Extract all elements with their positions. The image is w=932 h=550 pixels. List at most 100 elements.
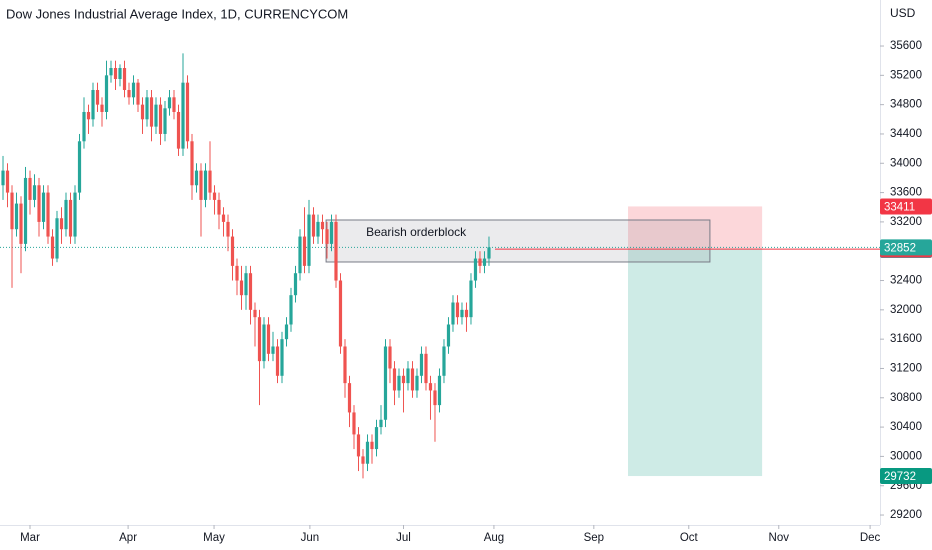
last-price-label: 32852	[884, 242, 916, 254]
x-tick-label: Oct	[680, 532, 699, 544]
candle-body	[352, 412, 356, 435]
candle-body	[118, 68, 122, 79]
y-tick-label: 30800	[890, 392, 922, 404]
y-tick-label: 34000	[890, 157, 922, 169]
candle-body	[149, 97, 154, 127]
candle-body	[82, 111, 86, 142]
candle-body	[307, 214, 311, 266]
candle-body	[397, 375, 401, 391]
x-tick-label: Sep	[584, 532, 604, 544]
candle-body	[136, 82, 140, 105]
candle-body	[55, 218, 59, 259]
candle-body	[329, 221, 334, 244]
candle-body	[86, 111, 91, 120]
candle-body	[158, 104, 163, 134]
candle-body	[424, 353, 428, 384]
orderblock-label: Bearish orderblock	[366, 225, 467, 239]
candle-body	[442, 346, 446, 376]
candle-body	[109, 68, 113, 76]
stop-label-bg	[880, 198, 932, 215]
y-tick-label: 31200	[890, 362, 922, 374]
target-label: 29732	[884, 471, 916, 483]
candle-body	[14, 203, 19, 230]
chart-title: Dow Jones Industrial Average Index, 1D, …	[6, 6, 348, 21]
candle-body	[37, 185, 41, 222]
candle-body	[199, 170, 203, 200]
candle-body	[379, 419, 383, 428]
candle-body	[91, 89, 95, 120]
candle-body	[464, 309, 469, 318]
candle-body	[365, 441, 370, 464]
candle-body	[122, 68, 127, 90]
candle-body	[203, 170, 208, 200]
y-tick-label: 29200	[890, 509, 922, 521]
plot-area: Bearish orderblock	[0, 53, 880, 479]
candle-body	[154, 104, 158, 127]
y-tick-label: 35600	[890, 40, 922, 52]
candle-body	[145, 97, 149, 120]
candle-body	[428, 383, 433, 391]
last-price-label-bg	[880, 239, 932, 256]
y-tick-label: 34800	[890, 99, 922, 111]
candle-body	[320, 221, 325, 230]
candle-body	[280, 339, 284, 376]
candle-body	[212, 192, 217, 200]
candle-body	[311, 214, 316, 237]
candle-body	[473, 258, 478, 281]
candle-body	[244, 273, 248, 296]
y-tick-label: 33600	[890, 187, 922, 199]
y-tick-label: 32000	[890, 304, 922, 316]
candle-body	[68, 199, 73, 237]
candle-body	[104, 75, 109, 112]
x-tick-label: Aug	[484, 532, 504, 544]
candle-body	[73, 192, 77, 237]
candle-body	[275, 346, 280, 376]
candle-body	[100, 104, 104, 112]
candle-body	[1, 170, 5, 186]
candle-body	[208, 170, 212, 193]
currency: USD	[890, 6, 916, 20]
x-tick-label: May	[203, 532, 225, 544]
candle-body	[478, 258, 482, 266]
candle-body	[194, 170, 199, 186]
candle-body	[266, 324, 271, 354]
x-tick-label: Jun	[301, 532, 320, 544]
candle-body	[230, 236, 235, 266]
stop-label: 33411	[884, 201, 915, 213]
candle-body	[248, 273, 253, 310]
candle-body	[176, 111, 181, 149]
candle-body	[226, 221, 230, 237]
stop-zone	[628, 206, 763, 250]
candle-body	[460, 309, 464, 318]
candle-body	[113, 68, 118, 79]
y-tick-label: 33200	[890, 216, 922, 228]
candle-body	[284, 324, 289, 340]
x-tick-label: Apr	[119, 532, 137, 544]
candle-body	[316, 221, 320, 237]
candle-body	[271, 346, 275, 354]
candle-body	[487, 247, 491, 259]
candle-body	[217, 199, 221, 215]
candle-body	[172, 97, 176, 112]
candle-body	[32, 185, 37, 200]
candle-body	[356, 434, 361, 457]
candle-body	[383, 346, 388, 420]
candle-body	[325, 229, 329, 244]
x-tick-label: Jul	[396, 532, 411, 544]
candle-body	[415, 375, 419, 391]
candle-body	[253, 309, 257, 318]
candle-body	[77, 141, 82, 193]
y-tick-label: 30000	[890, 450, 922, 462]
candle-body	[347, 383, 352, 413]
candle-body	[293, 273, 298, 296]
candle-body	[361, 456, 365, 464]
candle-body	[257, 317, 262, 362]
candle-body	[334, 221, 338, 281]
candle-body	[446, 324, 451, 347]
y-tick-label: 30400	[890, 421, 922, 433]
candle-body	[19, 203, 23, 244]
candle-body	[482, 258, 487, 266]
